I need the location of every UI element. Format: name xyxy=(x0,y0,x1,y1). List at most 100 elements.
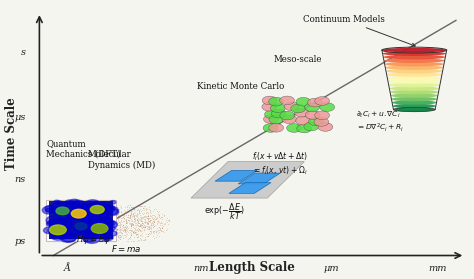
Point xyxy=(148,221,155,226)
Point xyxy=(115,213,122,217)
Point xyxy=(137,208,145,213)
Point xyxy=(128,220,136,225)
Point xyxy=(110,225,118,230)
Point xyxy=(140,223,148,228)
Point xyxy=(98,216,105,221)
Point xyxy=(155,225,163,229)
Point xyxy=(106,215,113,220)
Point xyxy=(144,216,152,221)
Point xyxy=(105,232,112,236)
Point xyxy=(125,205,133,209)
Circle shape xyxy=(93,214,109,223)
Point xyxy=(130,208,137,212)
Point xyxy=(140,226,148,231)
Point xyxy=(121,234,129,239)
Point xyxy=(123,226,130,230)
Ellipse shape xyxy=(393,104,436,108)
Point xyxy=(144,221,152,225)
Point xyxy=(111,227,119,232)
Point xyxy=(133,227,141,232)
Point xyxy=(122,210,130,214)
Point xyxy=(143,206,150,210)
Point xyxy=(136,218,144,222)
Point xyxy=(115,235,122,239)
Point xyxy=(158,215,166,220)
Point xyxy=(96,219,104,224)
Point xyxy=(125,227,133,232)
Point xyxy=(146,225,153,229)
Point xyxy=(128,210,135,215)
Point xyxy=(112,218,120,222)
Point xyxy=(120,227,128,231)
Point xyxy=(109,219,117,223)
Circle shape xyxy=(107,208,118,215)
Ellipse shape xyxy=(392,100,437,105)
Point xyxy=(143,208,150,213)
Point xyxy=(141,215,148,220)
Point xyxy=(111,213,119,217)
Point xyxy=(100,210,108,215)
Point xyxy=(141,225,149,229)
Ellipse shape xyxy=(390,90,438,94)
Point xyxy=(147,226,155,230)
Circle shape xyxy=(96,223,112,233)
Point xyxy=(142,232,150,237)
Point xyxy=(140,224,147,229)
Point xyxy=(120,218,128,223)
Point xyxy=(144,219,152,223)
Point xyxy=(137,228,144,233)
Point xyxy=(158,226,166,230)
Point xyxy=(138,231,146,235)
Point xyxy=(105,219,112,224)
Point xyxy=(145,211,152,215)
Point xyxy=(130,214,137,218)
Point xyxy=(111,230,118,235)
Point xyxy=(143,221,151,225)
Point xyxy=(118,226,126,230)
Point xyxy=(138,208,146,213)
Point xyxy=(133,232,140,237)
Circle shape xyxy=(98,211,109,217)
Text: Quantum
Mechanics (DFT): Quantum Mechanics (DFT) xyxy=(46,139,121,159)
Point xyxy=(158,226,166,230)
Point xyxy=(150,213,157,217)
Point xyxy=(109,208,117,213)
Point xyxy=(127,205,135,210)
Point xyxy=(127,219,134,224)
Point xyxy=(96,213,103,217)
Text: μs: μs xyxy=(14,113,26,122)
Point xyxy=(133,217,140,221)
Point xyxy=(128,219,136,224)
Point xyxy=(128,223,135,227)
Point xyxy=(140,220,148,224)
Bar xyxy=(46,200,116,241)
Point xyxy=(157,226,164,230)
Point xyxy=(135,227,143,232)
Point xyxy=(112,226,119,230)
Circle shape xyxy=(269,115,284,124)
Point xyxy=(140,223,148,227)
Point xyxy=(124,213,132,218)
Point xyxy=(120,216,128,221)
Circle shape xyxy=(61,233,76,242)
Ellipse shape xyxy=(387,72,442,77)
Point xyxy=(155,214,163,218)
Point xyxy=(116,227,124,231)
Point xyxy=(122,220,130,225)
Circle shape xyxy=(78,225,87,231)
Point xyxy=(135,204,143,209)
Point xyxy=(149,234,157,238)
Text: $\partial_t C_i + u.\nabla C_i$
$= D\nabla^2 C_i + R_i$: $\partial_t C_i + u.\nabla C_i$ $= D\nab… xyxy=(356,109,405,134)
Point xyxy=(99,213,107,218)
Point xyxy=(145,220,152,224)
Circle shape xyxy=(79,210,95,219)
Point xyxy=(135,224,143,228)
Circle shape xyxy=(101,236,109,241)
Point xyxy=(139,223,146,227)
Point xyxy=(122,227,129,232)
Point xyxy=(146,227,153,232)
Point xyxy=(129,214,137,219)
Point xyxy=(164,222,172,226)
Point xyxy=(127,221,135,226)
Text: ps: ps xyxy=(14,237,26,246)
